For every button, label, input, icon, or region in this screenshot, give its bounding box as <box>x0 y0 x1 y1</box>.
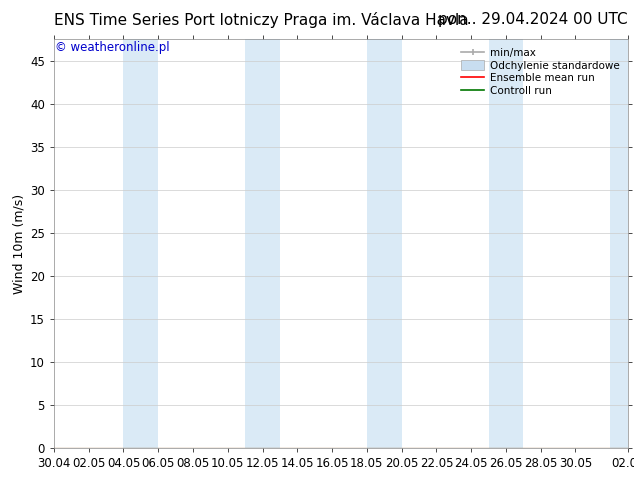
Text: © weatheronline.pl: © weatheronline.pl <box>55 41 170 54</box>
Bar <box>367 39 401 448</box>
Text: pon.. 29.04.2024 00 UTC: pon.. 29.04.2024 00 UTC <box>438 12 628 27</box>
Bar <box>611 39 628 448</box>
Y-axis label: Wind 10m (m/s): Wind 10m (m/s) <box>13 194 26 294</box>
Bar <box>245 39 280 448</box>
Legend: min/max, Odchylenie standardowe, Ensemble mean run, Controll run: min/max, Odchylenie standardowe, Ensembl… <box>458 45 623 99</box>
Bar <box>124 39 158 448</box>
Text: ENS Time Series Port lotniczy Praga im. Václava Havla: ENS Time Series Port lotniczy Praga im. … <box>54 12 469 28</box>
Bar <box>489 39 523 448</box>
